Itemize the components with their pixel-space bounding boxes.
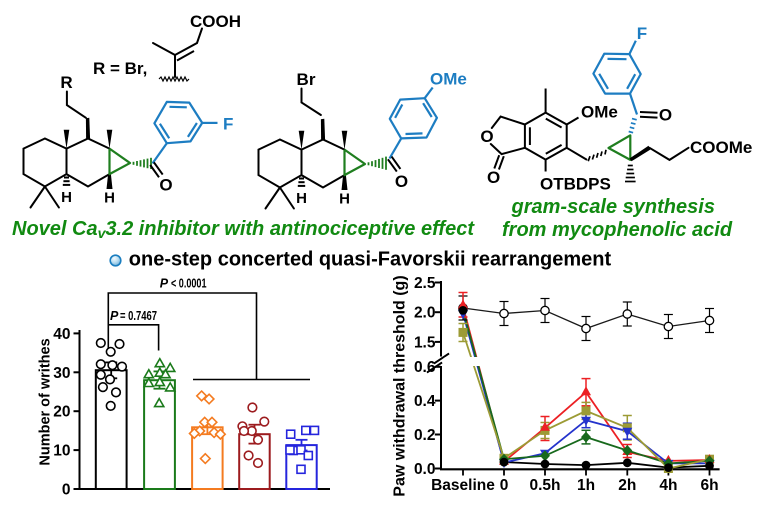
svg-text:O: O: [159, 176, 172, 195]
svg-text:1.5: 1.5: [414, 334, 436, 351]
svg-text:O: O: [480, 127, 493, 146]
svg-text:P: P: [110, 309, 119, 323]
svg-text:OTBDPS: OTBDPS: [540, 175, 611, 194]
svg-text:O: O: [487, 168, 500, 187]
svg-text:0.2: 0.2: [414, 427, 436, 444]
svg-text:OMe: OMe: [581, 103, 618, 122]
svg-text:R: R: [60, 73, 72, 92]
svg-text:0.6: 0.6: [414, 359, 436, 376]
svg-text:0.5h: 0.5h: [529, 477, 560, 494]
svg-text:0.4: 0.4: [414, 393, 436, 410]
svg-text:2h: 2h: [618, 477, 636, 494]
svg-text:0.0: 0.0: [414, 461, 436, 478]
svg-text:40: 40: [53, 326, 70, 343]
svg-text:Br: Br: [297, 70, 316, 89]
svg-text:0: 0: [62, 482, 71, 499]
svg-text:< 0.0001: < 0.0001: [171, 277, 207, 291]
svg-text:Baseline: Baseline: [431, 477, 495, 494]
svg-text:4h: 4h: [659, 477, 677, 494]
svg-text:30: 30: [53, 365, 70, 382]
svg-text:0: 0: [500, 477, 509, 494]
svg-text:20: 20: [53, 404, 70, 421]
svg-text:COOH: COOH: [190, 12, 241, 31]
svg-text:F: F: [637, 24, 647, 43]
svg-text:OMe: OMe: [430, 70, 467, 89]
svg-text:R = Br,: R = Br,: [93, 59, 147, 78]
svg-text:Paw withdrawal threshold (g): Paw withdrawal threshold (g): [392, 275, 409, 496]
svg-text:= 0.7467: = 0.7467: [120, 309, 157, 323]
svg-text:COOMe: COOMe: [690, 138, 752, 157]
svg-text:1h: 1h: [577, 477, 595, 494]
svg-text:F: F: [223, 115, 233, 134]
svg-text:Novel Cav3.2 inhibitor with an: Novel Cav3.2 inhibitor with antinocicept…: [12, 218, 475, 241]
svg-text:2.5: 2.5: [414, 275, 436, 292]
svg-text:O: O: [395, 172, 408, 191]
svg-text:6h: 6h: [700, 477, 718, 494]
svg-text:P: P: [160, 277, 169, 291]
svg-text:Number of writhes: Number of writhes: [38, 338, 54, 465]
svg-text:10: 10: [53, 443, 70, 460]
svg-text:one-step concerted quasi-Favor: one-step concerted quasi-Favorskii rearr…: [129, 249, 612, 271]
svg-text:gram-scale synthesis: gram-scale synthesis: [511, 196, 715, 218]
svg-text:2.0: 2.0: [414, 305, 436, 322]
svg-text:from mycophenolic acid: from mycophenolic acid: [502, 219, 733, 241]
svg-text:O: O: [659, 106, 672, 125]
